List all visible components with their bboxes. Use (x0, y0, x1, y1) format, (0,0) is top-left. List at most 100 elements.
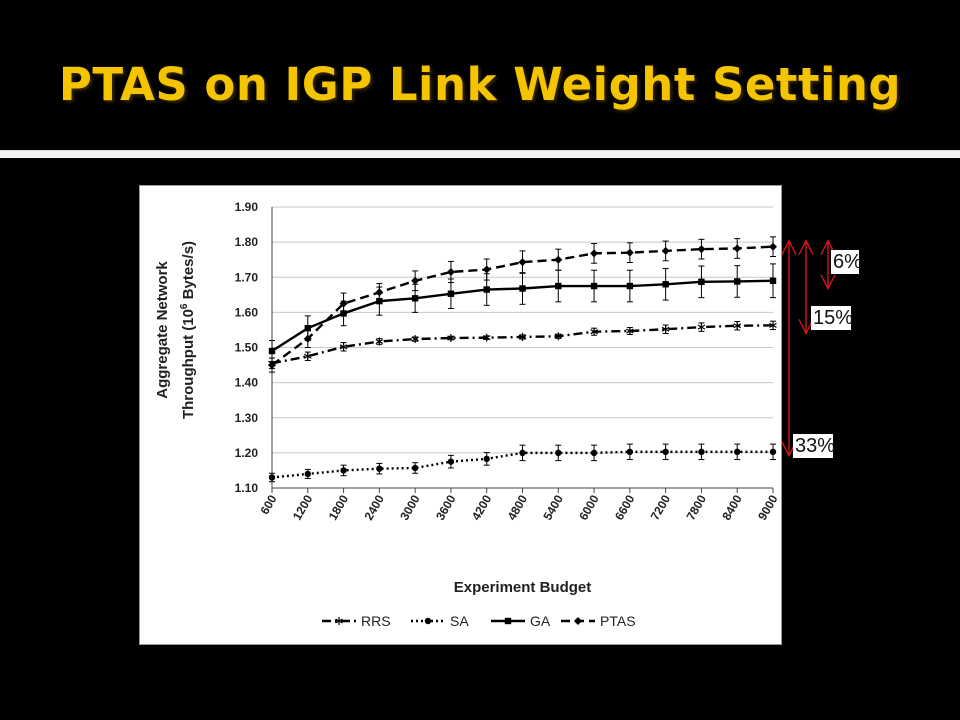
legend-label: PTAS (600, 613, 636, 629)
legend-item: SA (411, 613, 469, 629)
data-point (447, 290, 455, 297)
data-point (590, 282, 598, 290)
data-point (698, 448, 705, 456)
legend-item: PTAS (561, 613, 636, 629)
asterisk-stroke (733, 323, 742, 329)
data-point (411, 276, 420, 285)
x-tick-label: 4200 (469, 492, 495, 522)
x-tick-label: 6000 (576, 492, 602, 522)
data-point (734, 278, 741, 285)
y-axis-title-line2: Throughput (106 Bytes/s) (179, 241, 197, 419)
title-bar: PTAS on IGP Link Weight Setting (0, 0, 960, 150)
y-tick-label: 1.30 (235, 411, 259, 425)
series-ptas (268, 236, 777, 373)
legend-label: RRS (361, 613, 391, 629)
data-point (303, 352, 312, 361)
data-point (662, 281, 669, 288)
series-layer (268, 236, 777, 483)
asterisk-stroke (554, 333, 563, 339)
data-point (769, 448, 777, 456)
x-tick-label: 8400 (719, 492, 745, 522)
gap-label: 6% (833, 251, 862, 273)
legend-label: GA (530, 613, 551, 629)
x-tick-label: 5400 (540, 492, 566, 522)
series-line (271, 324, 774, 365)
data-point (340, 467, 347, 474)
data-point (626, 282, 634, 290)
legend-item: GA (491, 613, 551, 629)
data-point (626, 326, 634, 335)
legend-marker (504, 617, 512, 625)
x-tick-label: 600 (257, 492, 279, 517)
data-point (375, 337, 384, 346)
data-point (769, 242, 777, 251)
asterisk-stroke (590, 329, 598, 335)
x-tick-label: 1800 (326, 492, 352, 522)
y-tick-label: 1.10 (235, 481, 259, 495)
annotation-layer: 6% 15% 33% (781, 239, 862, 458)
asterisk-stroke (769, 322, 777, 328)
data-point (734, 448, 741, 456)
data-point (590, 327, 598, 336)
data-point (698, 278, 705, 286)
asterisk-stroke (339, 344, 348, 350)
data-point (518, 332, 527, 341)
data-point (769, 321, 777, 330)
asterisk-stroke (661, 326, 670, 332)
x-tick-label: 3000 (397, 492, 423, 522)
x-tick-label: 2400 (361, 492, 387, 522)
data-point (518, 258, 527, 267)
y-tick-label: 1.80 (235, 235, 259, 249)
data-point (376, 465, 383, 472)
data-point (554, 332, 563, 341)
data-point (554, 255, 563, 264)
data-point (339, 299, 348, 308)
data-point (626, 448, 634, 456)
data-point (304, 470, 311, 478)
data-point (662, 448, 669, 456)
data-point (733, 244, 742, 253)
legend-marker (424, 617, 432, 625)
y-tick-label: 1.50 (235, 341, 259, 355)
data-point (697, 245, 706, 254)
data-point (375, 288, 384, 297)
x-axis-title: Experiment Budget (454, 579, 592, 596)
x-tick-label: 1200 (290, 492, 316, 522)
data-point (590, 449, 598, 457)
arrow-head-up (798, 239, 814, 255)
arrow-head-down (820, 274, 836, 291)
axis-layer: 1.10 1.20 1.30 1.40 1.50 1.60 1.70 1.80 1.90 600 1… (154, 200, 781, 596)
series-sa (268, 443, 777, 483)
title-divider (0, 150, 960, 159)
data-point (303, 334, 312, 343)
data-point (697, 323, 706, 332)
y-tick-label: 1.40 (235, 376, 259, 390)
legend-marker (335, 617, 343, 625)
data-point (661, 246, 670, 255)
gap-label-bg (831, 250, 859, 274)
data-point (411, 335, 419, 344)
chart-frame (139, 185, 782, 645)
asterisk-stroke (335, 618, 343, 624)
gap-label: 15% (813, 307, 853, 329)
data-point (733, 321, 742, 330)
y-axis-title-superscript: 6 (179, 303, 190, 309)
gap-annotation: 15% (798, 239, 853, 335)
data-point (447, 458, 455, 465)
legend-layer: RRS SA GA PTAS (322, 613, 636, 629)
legend-marker (574, 617, 582, 625)
asterisk-stroke (411, 336, 419, 342)
y-tick-label: 1.70 (235, 270, 259, 284)
asterisk-stroke (375, 339, 384, 345)
data-point (625, 248, 634, 257)
asterisk-stroke (447, 335, 455, 341)
asterisk-stroke (518, 334, 527, 340)
data-point (447, 334, 455, 343)
data-point (519, 449, 526, 457)
data-point (555, 449, 562, 457)
data-point (268, 361, 276, 370)
data-point (268, 474, 276, 481)
data-point (446, 267, 455, 276)
slide-title: PTAS on IGP Link Weight Setting (58, 58, 902, 111)
